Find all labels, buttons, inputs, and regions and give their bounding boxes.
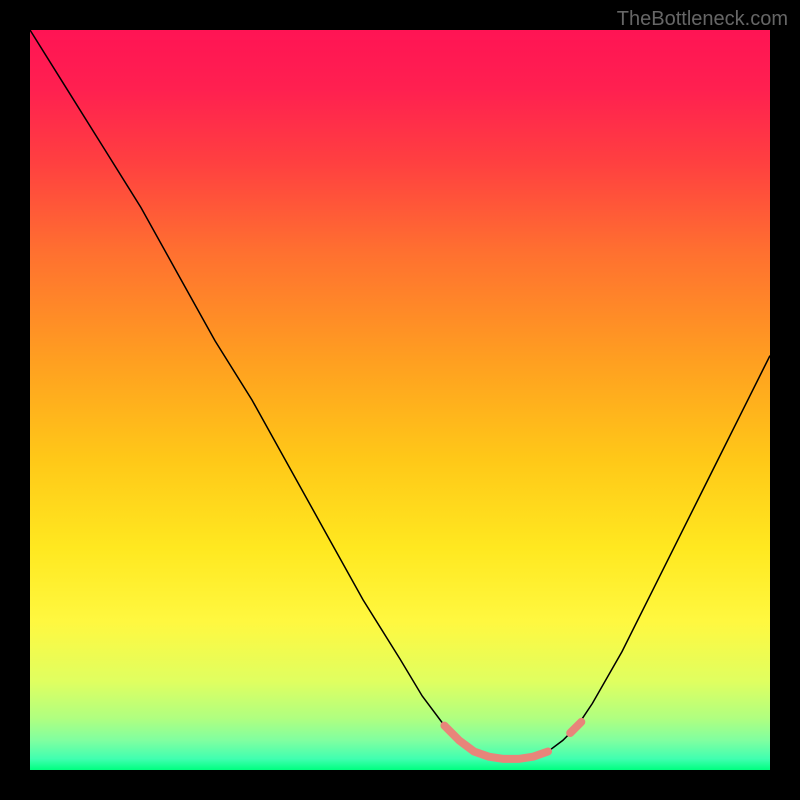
chart-svg: [30, 30, 770, 770]
watermark-text: TheBottleneck.com: [617, 8, 788, 31]
bottleneck-chart: [30, 30, 770, 770]
